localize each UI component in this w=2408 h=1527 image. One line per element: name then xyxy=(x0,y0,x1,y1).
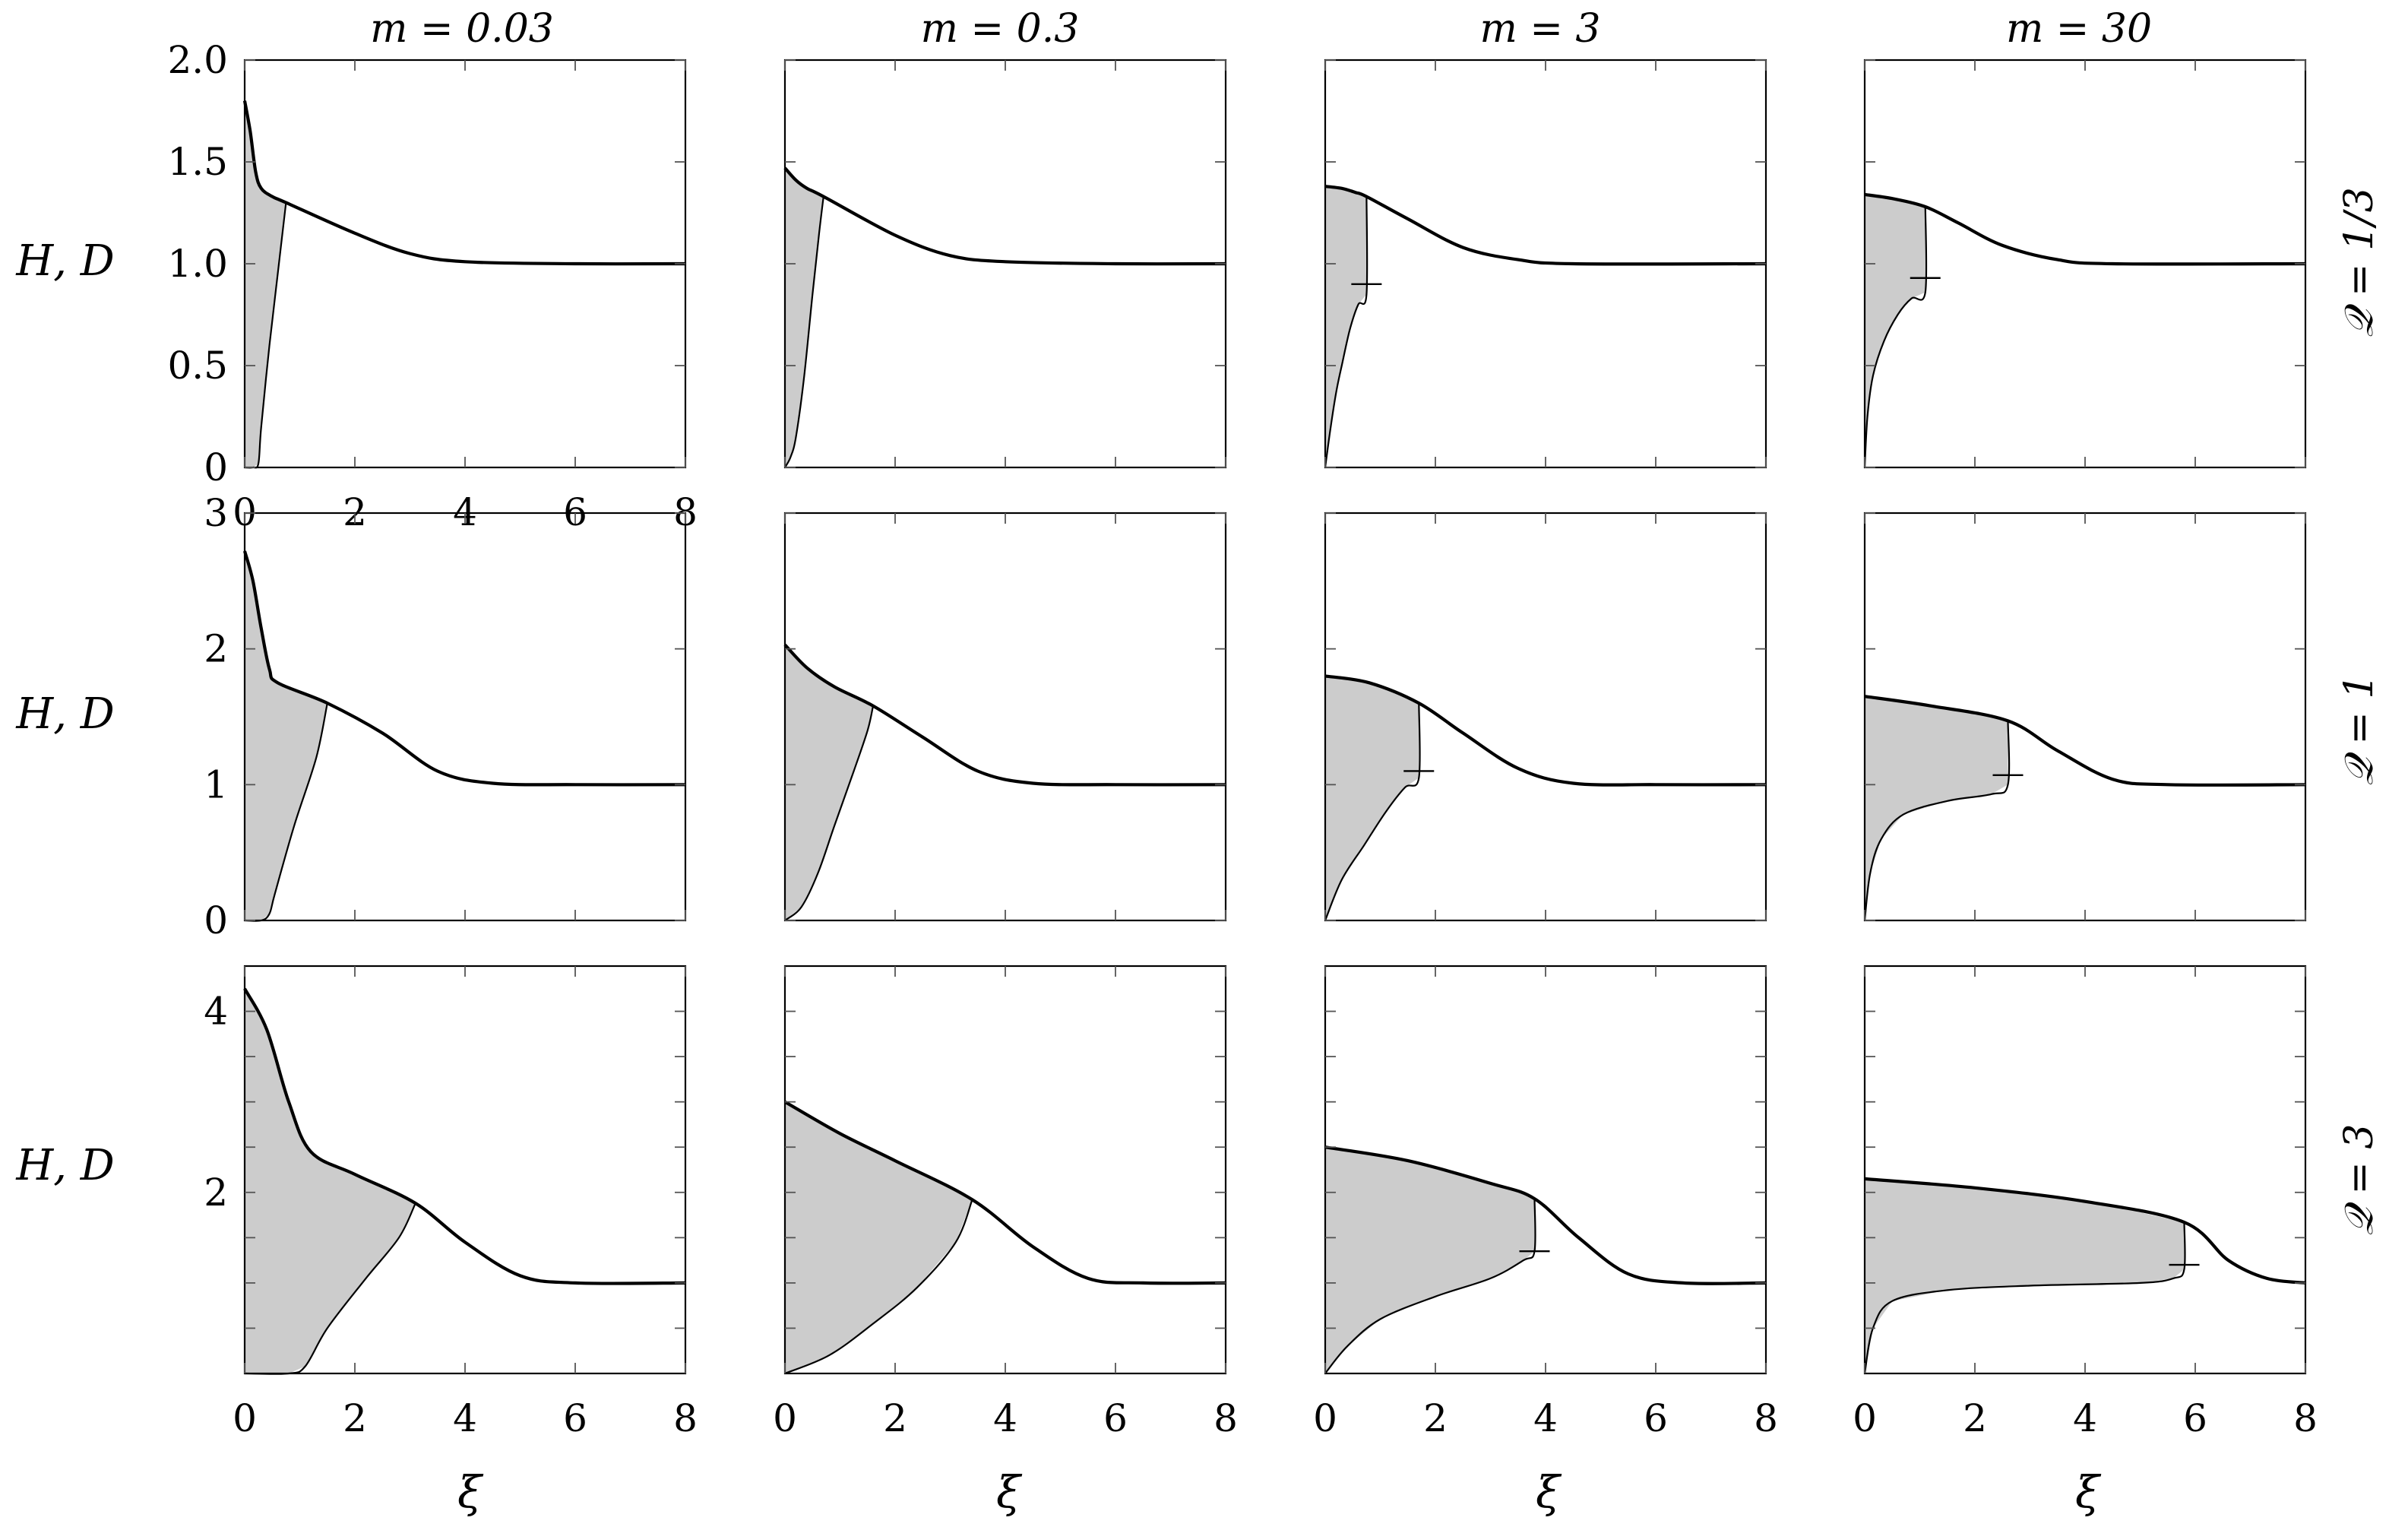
x-axis-label-col-1: ξ xyxy=(457,1466,484,1518)
curve-h-r2c1 xyxy=(242,550,686,787)
x-tick-label-r3c3-3: 6 xyxy=(1644,1396,1668,1440)
fill-region-r3c3 xyxy=(1325,1147,1535,1373)
curve-h-r1c3 xyxy=(1324,185,1767,266)
x-tick-label-r3c1-0: 0 xyxy=(233,1396,257,1440)
curve-h-r3c3 xyxy=(1324,1145,1767,1285)
y-tick-label-r2c1-3: 3 xyxy=(204,491,228,535)
curve-d-r1c4 xyxy=(1863,206,1928,468)
fill-region-r2c3 xyxy=(1325,676,1419,920)
y-tick-label-r2c1-0: 0 xyxy=(204,898,228,942)
curve-h-r1c1 xyxy=(242,100,686,266)
column-title-m-0.3: m = 0.3 xyxy=(921,6,1080,52)
panel-r3c4: 0 2 4 6 8 xyxy=(1853,965,2318,1440)
fill-region-r1c1 xyxy=(245,100,286,467)
fill-region-r2c1 xyxy=(245,551,328,920)
curve-d-r2c3 xyxy=(1324,703,1421,921)
panel-r3c3: 0 2 4 6 8 xyxy=(1313,965,1778,1440)
fill-region-r3c2 xyxy=(785,1101,973,1373)
x-tick-label-r3c1-1: 2 xyxy=(343,1396,367,1440)
curve-d-r2c2 xyxy=(784,705,875,921)
y-tick-label-r1c1-3: 1.5 xyxy=(167,140,228,184)
x-tick-label-r3c3-0: 0 xyxy=(1313,1396,1337,1440)
curve-h-r2c4 xyxy=(1864,695,2306,787)
curve-d-r2c4 xyxy=(1863,721,2011,921)
curve-h-r3c4 xyxy=(1864,1177,2306,1285)
panel-r1c3 xyxy=(1324,59,1767,469)
x-tick-label-r3c4-3: 6 xyxy=(2183,1396,2207,1440)
panel-r2c1: 0 1 2 3 xyxy=(204,491,687,942)
column-title-m-30: m = 30 xyxy=(2006,6,2152,52)
y-tick-label-r3c1-3: 2 xyxy=(204,1171,228,1215)
panel-r1c4 xyxy=(1863,59,2307,469)
curve-h-r3c2 xyxy=(783,1100,1226,1285)
x-tick-label-r3c2-0: 0 xyxy=(773,1396,797,1440)
x-tick-label-r3c4-2: 4 xyxy=(2073,1396,2097,1440)
curve-h-r2c3 xyxy=(1324,674,1767,787)
curve-d-r1c3 xyxy=(1324,196,1369,468)
fill-region-r2c4 xyxy=(1865,696,2008,920)
column-title-m-0.03: m = 0.03 xyxy=(370,6,554,52)
curve-h-r3c1 xyxy=(243,987,686,1285)
x-tick-label-r3c1-3: 6 xyxy=(563,1396,587,1440)
panel-r3c2: 0 2 4 6 8 xyxy=(773,965,1238,1440)
y-tick-label-r1c1-0: 0 xyxy=(204,445,228,489)
row-label-q-3: 𝒬 = 3 xyxy=(2337,1123,2382,1235)
fill-region-r1c3 xyxy=(1325,186,1367,467)
panel-frame-r3c4 xyxy=(1863,965,2307,1375)
y-axis-label-row-3: H, D xyxy=(15,1141,114,1190)
x-tick-label-r3c2-2: 4 xyxy=(993,1396,1017,1440)
y-tick-label-r1c1-1: 0.5 xyxy=(167,344,228,388)
fill-region-r1c4 xyxy=(1865,194,1925,467)
fill-region-r2c2 xyxy=(785,645,873,920)
x-tick-label-r3c3-1: 2 xyxy=(1423,1396,1448,1440)
y-tick-label-r1c1-2: 1.0 xyxy=(167,242,228,286)
y-axis-label-row-2: H, D xyxy=(15,689,114,739)
x-tick-label-r3c3-4: 8 xyxy=(1754,1396,1778,1440)
curve-d-r1c2 xyxy=(784,196,824,468)
panel-r1c2 xyxy=(783,59,1227,469)
y-tick-label-r3c1-7: 4 xyxy=(204,990,228,1034)
x-tick-label-r3c4-1: 2 xyxy=(1963,1396,1987,1440)
x-tick-label-r3c4-0: 0 xyxy=(1853,1396,1877,1440)
column-title-m-3: m = 3 xyxy=(1479,6,1600,52)
panel-r1c1: 00.51.01.52.00 2 4 6 8 xyxy=(167,38,697,534)
x-axis-label-col-3: ξ xyxy=(1536,1466,1562,1518)
curve-h-r2c2 xyxy=(783,643,1226,787)
x-tick-label-r3c3-2: 4 xyxy=(1533,1396,1558,1440)
x-tick-label-r3c1-2: 4 xyxy=(453,1396,477,1440)
y-axis-label-row-1: H, D xyxy=(15,236,114,286)
curve-d-r3c2 xyxy=(784,1199,973,1375)
fill-region-r1c2 xyxy=(785,168,824,467)
x-tick-label-r3c2-3: 6 xyxy=(1103,1396,1128,1440)
x-axis-label-col-2: ξ xyxy=(996,1466,1023,1518)
panel-r2c3 xyxy=(1324,512,1767,922)
x-tick-label-r3c1-4: 8 xyxy=(673,1396,698,1440)
panel-r3c1: 2 4 0 2 4 6 8 xyxy=(204,965,698,1440)
curve-h-r1c4 xyxy=(1864,192,2306,266)
row-label-q-1: 𝒬 = 1 xyxy=(2337,673,2382,785)
panel-r2c4 xyxy=(1863,512,2307,922)
y-tick-label-r2c1-2: 2 xyxy=(204,627,228,671)
row-label-q-1-3: 𝒬 = 1/3 xyxy=(2337,187,2382,337)
x-tick-label-r3c2-1: 2 xyxy=(883,1396,907,1440)
panel-r2c2 xyxy=(783,512,1227,922)
y-tick-label-r1c1-4: 2.0 xyxy=(167,38,228,82)
curve-d-r3c4 xyxy=(1863,1222,2186,1374)
curve-h-r1c2 xyxy=(783,166,1226,266)
fill-region-r3c1 xyxy=(245,988,416,1373)
x-axis-label-col-4: ξ xyxy=(2075,1466,2102,1518)
fill-region-r3c4 xyxy=(1865,1178,2185,1373)
x-tick-label-r3c4-4: 8 xyxy=(2293,1396,2318,1440)
x-tick-label-r3c2-4: 8 xyxy=(1213,1396,1238,1440)
y-tick-label-r2c1-1: 1 xyxy=(204,762,228,806)
